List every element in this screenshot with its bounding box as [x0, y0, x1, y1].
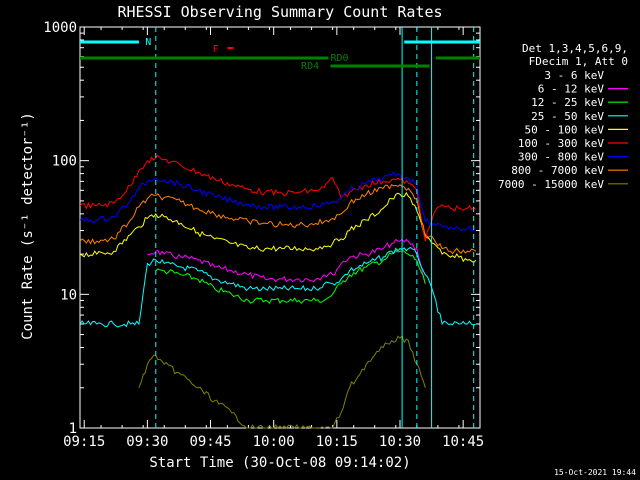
legend-label: 25 - 50 keV	[531, 110, 604, 123]
series-line	[155, 249, 426, 305]
x-tick-label: 10:45	[442, 434, 484, 450]
series-line	[79, 154, 477, 242]
x-tick-label: 10:00	[253, 434, 295, 450]
legend-label: 100 - 300 keV	[518, 137, 604, 150]
x-axis-label: Start Time (30-Oct-08 09:14:02)	[149, 455, 410, 471]
legend: Det 1,3,4,5,6,9,FDecim 1, Att 03 - 6 keV…	[498, 42, 628, 191]
y-axis-label: Count Rate (s⁻¹ detector⁻¹)	[20, 112, 36, 340]
plot-frame	[79, 26, 481, 429]
x-tick-label: 10:15	[316, 434, 358, 450]
y-tick-label: 100	[52, 154, 77, 170]
legend-label: 50 - 100 keV	[525, 123, 605, 136]
legend-label: 12 - 25 keV	[531, 96, 604, 109]
legend-header: FDecim 1, Att 0	[529, 55, 628, 68]
series-line	[79, 184, 477, 255]
legend-label: 7000 - 15000 keV	[498, 178, 604, 191]
rd4-label: RD4	[301, 61, 319, 72]
y-tick-label: 1000	[43, 20, 77, 36]
y-tick-label: 1	[69, 421, 77, 437]
x-tick-label: 10:30	[379, 434, 421, 450]
legend-header: Det 1,3,4,5,6,9,	[522, 42, 628, 55]
annotations: N F RD0 RD4	[80, 27, 480, 428]
series-line	[138, 334, 426, 429]
series-line	[79, 171, 477, 231]
legend-label: 800 - 7000 keV	[511, 164, 604, 177]
series-line	[79, 246, 477, 328]
legend-label: 300 - 800 keV	[518, 151, 604, 164]
y-tick-label: 10	[60, 287, 77, 303]
legend-label: 3 - 6 keV	[544, 69, 604, 82]
series-line	[79, 191, 477, 264]
timestamp: 15-Oct-2021 19:44	[554, 468, 636, 477]
x-tick-label: 09:30	[126, 434, 168, 450]
night-label: N	[145, 37, 151, 48]
series-line	[147, 238, 426, 284]
chart-title: RHESSI Observing Summary Count Rates	[117, 3, 442, 21]
legend-label: 6 - 12 keV	[538, 83, 605, 96]
x-tick-label: 09:45	[189, 434, 231, 450]
plot-series	[79, 154, 477, 429]
flare-label: F	[213, 44, 219, 55]
x-tick-label: 09:15	[63, 434, 105, 450]
plot-axes: 1 10 100 1000 09:15 09:30 09:45 10:00 10:15 10:30…	[43, 20, 484, 450]
series-line	[155, 271, 426, 328]
rd0-label: RD0	[331, 53, 349, 64]
